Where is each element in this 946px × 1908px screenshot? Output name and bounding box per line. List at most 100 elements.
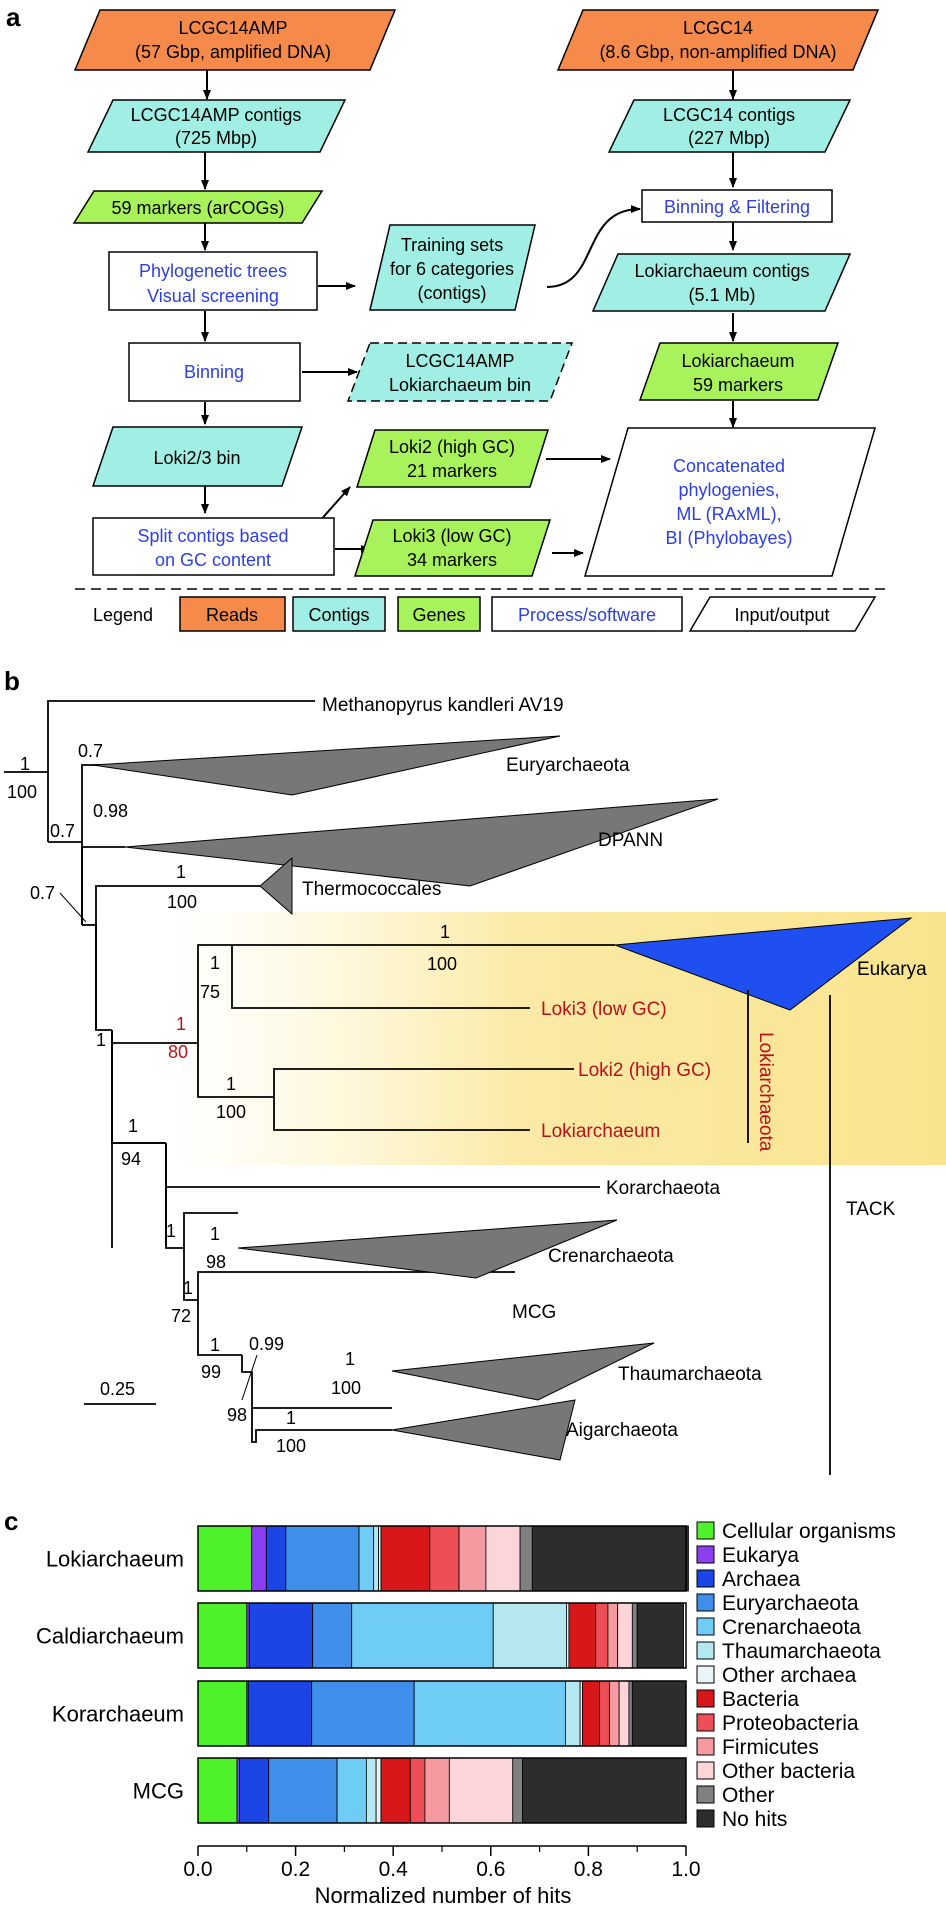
x-tick-label: 0.2 [281, 1858, 310, 1881]
bar-segment-caldiarchaeum-cellular-organisms [197, 1602, 248, 1669]
bar-segment-korarchaeum-firmicutes [608, 1680, 620, 1747]
svg-text:Euryarchaeota: Euryarchaeota [506, 755, 630, 776]
node-lcgc14-reads: LCGC14 (8.6 Gbp, non-amplified DNA) [556, 9, 880, 71]
legend-swatch-archaea [696, 1569, 715, 1588]
svg-text:1: 1 [128, 1116, 138, 1136]
bar-segment-korarchaeum-bacteria [582, 1680, 601, 1747]
panel-a: a LCGC14AMP (57 Gbp, amplifi [6, 2, 885, 632]
bar-segment-korarchaeum-other-bacteria [618, 1680, 630, 1747]
svg-text:1: 1 [345, 1349, 355, 1369]
legend-swatch-euryarchaeota [696, 1593, 715, 1612]
category-label: Lokiarchaeum [46, 1547, 184, 1572]
svg-text:LCGC14AMP contigs: LCGC14AMP contigs [131, 105, 302, 125]
svg-text:Thaumarchaeota: Thaumarchaeota [618, 1364, 762, 1385]
svg-text:100: 100 [216, 1102, 246, 1122]
bar-segment-mcg-bacteria [380, 1757, 411, 1824]
node-amp-bin: LCGC14AMP Lokiarchaeum bin [346, 342, 574, 402]
svg-text:1: 1 [176, 862, 186, 882]
svg-text:Concatenated: Concatenated [673, 456, 785, 476]
legend-label-bacteria: Bacteria [722, 1688, 799, 1711]
legend-label-other-bacteria: Other bacteria [722, 1760, 855, 1783]
svg-text:Korarchaeota: Korarchaeota [606, 1178, 721, 1199]
legend-label-crenarchaeota: Crenarchaeota [722, 1616, 861, 1639]
svg-text:0.98: 0.98 [93, 801, 128, 821]
node-concat: Concatenated phylogenies, ML (RAxML), BI… [584, 427, 876, 577]
legend-swatch-other-archaea [696, 1665, 715, 1684]
svg-text:Binning & Filtering: Binning & Filtering [664, 197, 810, 217]
svg-text:Contigs: Contigs [308, 605, 369, 625]
svg-text:Crenarchaeota: Crenarchaeota [548, 1246, 674, 1267]
svg-text:98: 98 [206, 1252, 226, 1272]
svg-text:MCG: MCG [512, 1302, 556, 1323]
svg-text:1: 1 [210, 953, 220, 973]
legend-swatch-crenarchaeota [696, 1617, 715, 1636]
legend-label-euryarchaeota: Euryarchaeota [722, 1592, 859, 1615]
bar-outline-korarchaeum [197, 1680, 687, 1747]
svg-text:1: 1 [286, 1408, 296, 1428]
legend-label-no-hits: No hits [722, 1808, 787, 1831]
svg-text:1: 1 [440, 922, 450, 942]
x-axis: 0.0 0.2 0.4 0.6 0.8 1.0 [183, 1845, 701, 1881]
bar-segment-caldiarchaeum-thaumarchaeota [492, 1602, 567, 1669]
svg-text:72: 72 [171, 1306, 191, 1326]
clade-euryarchaeota [92, 735, 561, 796]
node-loki-contigs: Lokiarchaeum contigs (5.1 Mb) [591, 253, 852, 312]
clade-eukarya [614, 917, 913, 1011]
node-loki23-bin: Loki2/3 bin [91, 426, 304, 487]
bar-segment-mcg-other [512, 1757, 523, 1824]
panel-b: b [4, 666, 946, 1475]
svg-text:on GC content: on GC content [155, 550, 271, 570]
bar-segment-caldiarchaeum-no-hits [636, 1602, 684, 1669]
bar-segment-lokiarchaeum-cellular-organisms [197, 1525, 253, 1592]
legend-label-cellular-organisms: Cellular organisms [722, 1520, 896, 1543]
flow-arrows [201, 70, 737, 557]
node-binning: Binning [128, 342, 301, 402]
node-binning-filtering: Binning & Filtering [641, 189, 833, 223]
bar-segment-lokiarchaeum-archaea [265, 1525, 287, 1592]
bar-segment-lokiarchaeum-crenarchaeota [358, 1525, 375, 1592]
panel-b-label: b [4, 666, 20, 696]
bar-segment-lokiarchaeum-thaumarchaeota [373, 1525, 379, 1592]
svg-text:Genes: Genes [412, 605, 465, 625]
panel-a-label: a [6, 2, 21, 32]
legend-reads-swatch [179, 596, 286, 632]
svg-text:for 6 categories: for 6 categories [390, 259, 514, 279]
bar-segment-lokiarchaeum-proteobacteria [429, 1525, 460, 1592]
svg-text:Loki2 (high GC): Loki2 (high GC) [389, 437, 515, 457]
svg-text:100: 100 [276, 1436, 306, 1456]
x-tick-label: 0.8 [574, 1858, 603, 1881]
svg-text:Lokiarchaeum: Lokiarchaeum [541, 1121, 660, 1142]
bar-segment-mcg-euryarchaeota [268, 1757, 338, 1824]
x-tick-label: 1.0 [671, 1858, 700, 1881]
bar-segment-mcg-archaea [239, 1757, 270, 1824]
node-lcgc14amp-reads: LCGC14AMP (57 Gbp, amplified DNA) [73, 9, 397, 71]
svg-text:Process/software: Process/software [518, 605, 656, 625]
bar-segment-caldiarchaeum-euryarchaeota [312, 1602, 353, 1669]
bar-segment-korarchaeum-cellular-organisms [197, 1680, 248, 1747]
node-phylo-trees: Phylogenetic trees Visual screening [108, 251, 318, 311]
panel-c-label: c [4, 1506, 18, 1536]
bar-segment-korarchaeum-proteobacteria [599, 1680, 610, 1747]
svg-text:75: 75 [200, 982, 220, 1002]
node-loki3-markers: Loki3 (low GC) 34 markers [353, 519, 552, 577]
bar-segment-korarchaeum-thaumarchaeota [565, 1680, 581, 1747]
clade-aigarchaeota [391, 1399, 576, 1461]
legend-label-archaea: Archaea [722, 1568, 801, 1591]
svg-text:1: 1 [183, 1278, 193, 1298]
svg-text:100: 100 [331, 1378, 361, 1398]
svg-text:Thermococcales: Thermococcales [302, 879, 441, 900]
svg-text:LCGC14AMP: LCGC14AMP [405, 351, 514, 371]
svg-text:0.7: 0.7 [50, 821, 75, 841]
bar-outline-mcg [197, 1757, 687, 1824]
x-tick-label: 0.6 [476, 1858, 505, 1881]
node-training-sets: Training sets for 6 categories (contigs) [369, 224, 536, 311]
bar-segment-lokiarchaeum-bacteria [380, 1525, 431, 1592]
svg-text:phylogenies,: phylogenies, [678, 480, 779, 500]
svg-text:Methanopyrus kandleri AV19: Methanopyrus kandleri AV19 [322, 695, 564, 716]
svg-text:(8.6 Gbp, non-amplified DNA): (8.6 Gbp, non-amplified DNA) [599, 42, 836, 62]
legend-label-other-archaea: Other archaea [722, 1664, 857, 1687]
bar-segment-korarchaeum-crenarchaeota [413, 1680, 566, 1747]
svg-text:1: 1 [96, 1030, 106, 1050]
svg-text:(57 Gbp, amplified DNA): (57 Gbp, amplified DNA) [135, 42, 331, 62]
bar-segment-korarchaeum-euryarchaeota [311, 1680, 415, 1747]
